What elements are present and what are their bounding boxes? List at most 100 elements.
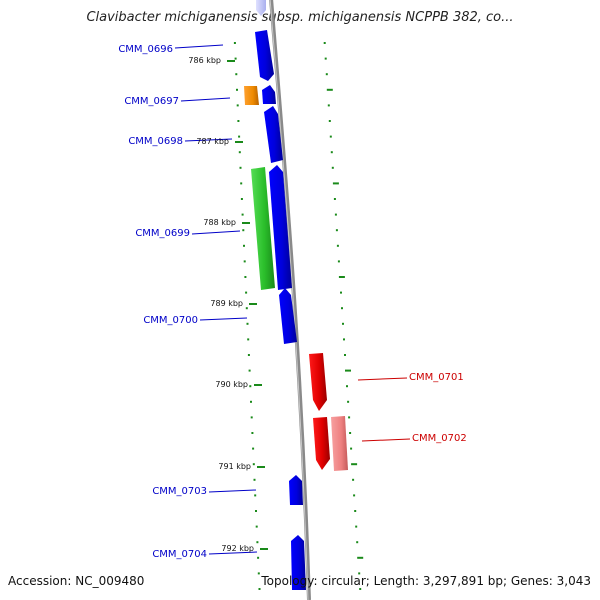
outer-tick-mark bbox=[346, 385, 348, 388]
inner-tick-dot bbox=[250, 400, 252, 403]
inner-tick-dot bbox=[241, 213, 244, 216]
outer-tick-mark bbox=[347, 400, 350, 403]
outer-tick-mark bbox=[331, 166, 334, 169]
gene-cmm-0699-green-feature[interactable] bbox=[251, 167, 275, 290]
leader-line-cmm-0698 bbox=[184, 138, 233, 142]
outer-tick-mark bbox=[353, 494, 356, 497]
gene-label-cmm-0698[interactable]: CMM_0698 bbox=[128, 136, 183, 147]
outer-tick-mark bbox=[354, 510, 357, 512]
kbp-label: 787 kbp bbox=[196, 137, 229, 146]
gene-cmm-0695-fragment[interactable] bbox=[256, 0, 266, 16]
outer-tick-mark bbox=[349, 432, 352, 434]
kbp-label: 789 kbp bbox=[210, 299, 243, 308]
inner-tick-dot bbox=[256, 541, 259, 544]
genome-backbone bbox=[269, 0, 311, 600]
inner-tick-dot bbox=[257, 572, 260, 575]
outer-tick-mark bbox=[345, 369, 351, 372]
gene-label-cmm-0702[interactable]: CMM_0702 bbox=[412, 433, 467, 444]
gene-cmm-0700-arrow[interactable] bbox=[279, 288, 297, 344]
outer-tick-mark bbox=[324, 57, 327, 60]
outer-tick-mark bbox=[343, 338, 345, 341]
kbp-major-tick bbox=[257, 466, 265, 468]
gene-cmm-0704-arrow[interactable] bbox=[291, 535, 306, 590]
genome-summary-text: Topology: circular; Length: 3,297,891 bp… bbox=[261, 574, 591, 588]
outer-tick-mark bbox=[325, 73, 328, 76]
inner-tick-dot bbox=[246, 322, 249, 325]
inner-tick-dot bbox=[255, 510, 257, 512]
leader-line-cmm-0701 bbox=[357, 377, 408, 381]
outer-tick-mark bbox=[326, 88, 333, 91]
gene-cmm-0703-arrow[interactable] bbox=[289, 475, 303, 505]
inner-tick-dot bbox=[234, 57, 237, 60]
kbp-major-tick bbox=[227, 60, 235, 62]
outer-tick-mark bbox=[323, 42, 326, 44]
kbp-major-tick bbox=[235, 141, 243, 143]
outer-tick-mark bbox=[333, 198, 336, 200]
inner-tick-dot bbox=[243, 244, 245, 247]
gene-cmm-0697-arrow-forward[interactable] bbox=[262, 85, 276, 104]
inner-tick-dot bbox=[251, 432, 254, 434]
gene-label-cmm-0699[interactable]: CMM_0699 bbox=[135, 228, 190, 239]
outer-tick-mark bbox=[330, 151, 333, 154]
inner-tick-dot bbox=[247, 354, 250, 356]
inner-tick-dot bbox=[237, 120, 240, 122]
gene-cmm-0698-arrow[interactable] bbox=[264, 106, 283, 163]
outer-tick-mark bbox=[344, 354, 346, 356]
gene-label-cmm-0701[interactable]: CMM_0701 bbox=[409, 372, 464, 383]
outer-tick-mark bbox=[334, 213, 337, 216]
gene-label-cmm-0700[interactable]: CMM_0700 bbox=[143, 315, 198, 326]
outer-tick-mark bbox=[352, 478, 355, 481]
inner-tick-dot bbox=[238, 151, 241, 154]
inner-tick-dot bbox=[250, 416, 253, 419]
inner-tick-dot bbox=[240, 182, 243, 185]
outer-tick-mark bbox=[336, 244, 339, 247]
inner-tick-dot bbox=[253, 478, 256, 481]
outer-tick-mark bbox=[342, 322, 344, 325]
inner-tick-dot bbox=[255, 525, 258, 528]
gene-cmm-0696-arrow[interactable] bbox=[255, 30, 274, 81]
outer-tick-mark bbox=[337, 260, 340, 263]
gene-label-cmm-0697[interactable]: CMM_0697 bbox=[124, 96, 179, 107]
inner-tick-dot bbox=[233, 42, 236, 44]
inner-tick-dot bbox=[257, 556, 260, 559]
outer-tick-mark bbox=[348, 416, 351, 419]
outer-tick-mark bbox=[340, 291, 342, 294]
leader-line-cmm-0704 bbox=[208, 551, 258, 555]
kbp-label: 790 kbp bbox=[215, 380, 248, 389]
gene-cmm-0697-arrow[interactable] bbox=[244, 86, 259, 105]
accession-text: Accession: NC_009480 bbox=[8, 574, 145, 588]
gene-labels[interactable]: CMM_0696 CMM_0697 CMM_0698 CMM_0699 CMM_0700… bbox=[118, 44, 466, 560]
gene-cmm-0702-pink-feature[interactable] bbox=[331, 416, 348, 471]
inner-tick-dot bbox=[247, 338, 250, 341]
inner-tick-dot bbox=[235, 73, 238, 76]
gene-cmm-0702-arrow[interactable] bbox=[313, 417, 330, 470]
inner-tick-dot bbox=[242, 229, 245, 232]
inner-tick-dot bbox=[240, 198, 243, 200]
gene-features bbox=[244, 0, 348, 590]
leader-line-cmm-0702 bbox=[361, 438, 411, 442]
inner-tick-dot bbox=[258, 588, 261, 590]
outer-tick-mark bbox=[327, 104, 330, 107]
inner-tick-dot bbox=[238, 135, 241, 138]
tick-marks bbox=[233, 42, 364, 590]
outer-tick-mark bbox=[355, 525, 358, 528]
leader-line-cmm-0703 bbox=[208, 489, 257, 493]
inner-tick-dot bbox=[236, 104, 239, 107]
inner-tick-dot bbox=[254, 494, 257, 497]
gene-label-cmm-0704[interactable]: CMM_0704 bbox=[152, 549, 207, 560]
outer-tick-mark bbox=[335, 229, 338, 232]
inner-tick-dot bbox=[236, 88, 238, 91]
inner-tick-dot bbox=[245, 307, 248, 310]
kbp-major-tick bbox=[260, 548, 268, 550]
outer-tick-mark bbox=[341, 307, 343, 310]
outer-tick-mark bbox=[350, 447, 353, 450]
gene-label-cmm-0703[interactable]: CMM_0703 bbox=[152, 486, 207, 497]
leader-line-cmm-0700 bbox=[199, 317, 248, 321]
gene-cmm-0699-arrow[interactable] bbox=[269, 165, 292, 290]
gene-label-cmm-0696[interactable]: CMM_0696 bbox=[118, 44, 173, 55]
gene-cmm-0701-arrow[interactable] bbox=[309, 353, 327, 411]
inner-tick-dot bbox=[248, 369, 251, 372]
kbp-major-tick bbox=[242, 222, 250, 224]
